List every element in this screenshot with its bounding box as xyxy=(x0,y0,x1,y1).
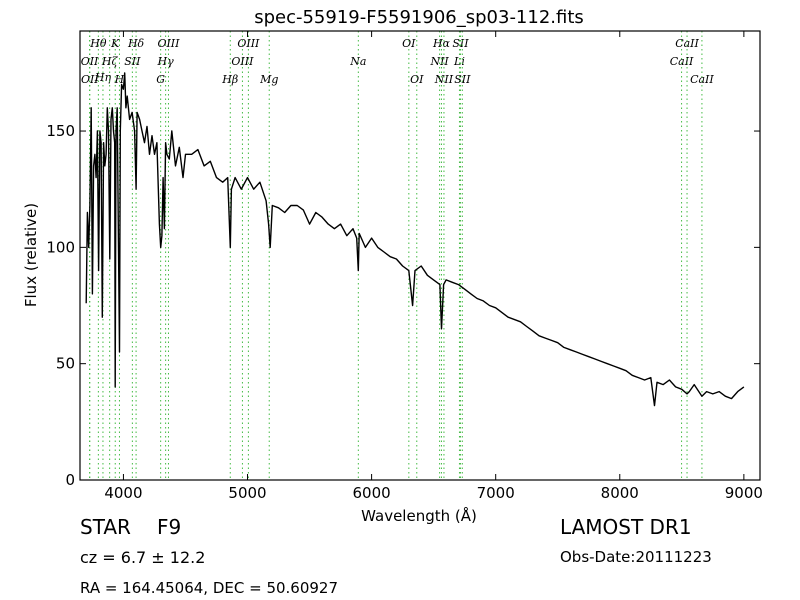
spectral-line-label: Na xyxy=(349,55,366,68)
y-tick-label: 150 xyxy=(46,122,75,140)
y-tick-label: 50 xyxy=(56,355,75,373)
observation-date: Obs-Date:20111223 xyxy=(560,548,712,566)
spectral-line-label: NII xyxy=(429,55,449,68)
x-tick-label: 6000 xyxy=(353,484,391,502)
spectral-line-label: CaII xyxy=(675,37,699,50)
x-tick-label: 4000 xyxy=(104,484,142,502)
x-tick-label: 9000 xyxy=(725,484,763,502)
spectral-line-label: Hθ xyxy=(89,37,107,50)
spectral-line-label: OI xyxy=(402,37,416,50)
plot-frame xyxy=(79,30,761,481)
spectral-line-label: OIII xyxy=(231,55,254,68)
spectral-line-label: OII xyxy=(81,73,99,86)
spectral-line-label: G xyxy=(156,73,165,86)
x-tick-label: 5000 xyxy=(228,484,266,502)
spectral-line-label: OI xyxy=(410,73,424,86)
spectral-line-label: SII xyxy=(124,55,141,68)
y-tick-label: 100 xyxy=(46,238,75,256)
spectral-line-label: CaII xyxy=(690,73,714,86)
x-tick-label: 8000 xyxy=(601,484,639,502)
spectral-line-label: Hβ xyxy=(221,73,238,86)
x-tick-label: 7000 xyxy=(477,484,515,502)
spectrum-line xyxy=(85,72,745,407)
y-axis-label: Flux (relative) xyxy=(22,203,40,307)
spectral-line-label: NII xyxy=(434,73,454,86)
spectral-line-label: CaII xyxy=(670,55,694,68)
spectral-line-label: Mg xyxy=(259,73,278,86)
spectral-line-label: K xyxy=(110,37,120,50)
spectral-line-label: OIII xyxy=(237,37,260,50)
object-subclass: F9 xyxy=(157,515,182,539)
y-tick-label: 0 xyxy=(65,471,75,489)
axis-ticks: 4000 5000 6000 7000 8000 9000 0 50 100 150 xyxy=(46,31,763,502)
spectral-line-label: Hγ xyxy=(157,55,175,68)
spectral-line-label: Hη xyxy=(94,71,112,84)
x-axis-label: Wavelength (Å) xyxy=(361,506,477,525)
spectral-line-markers: OII OII Hθ Hη Hζ K H SII Hδ G Hγ OIII Hβ OIII OIII Mg Na… xyxy=(81,31,714,480)
spectral-line-label: SII xyxy=(454,73,471,86)
spectral-line-label: OIII xyxy=(157,37,180,50)
redshift-value: cz = 6.7 ± 12.2 xyxy=(80,548,206,567)
ra-dec-coordinates: RA = 164.45064, DEC = 50.60927 xyxy=(80,579,339,597)
spectral-line-label: OII xyxy=(81,55,99,68)
chart-title: spec-55919-F5591906_sp03-112.fits xyxy=(254,7,584,28)
spectral-line-label: SII xyxy=(452,37,469,50)
spectral-line-label: Hδ xyxy=(127,37,145,50)
survey-name: LAMOST DR1 xyxy=(560,515,692,539)
spectral-line-label: H xyxy=(114,73,125,86)
spectral-line-label: Li xyxy=(453,55,465,68)
spectral-line-label: Hζ xyxy=(101,55,119,68)
object-class: STAR xyxy=(80,515,131,539)
spectral-line-label: Hα xyxy=(432,37,451,50)
